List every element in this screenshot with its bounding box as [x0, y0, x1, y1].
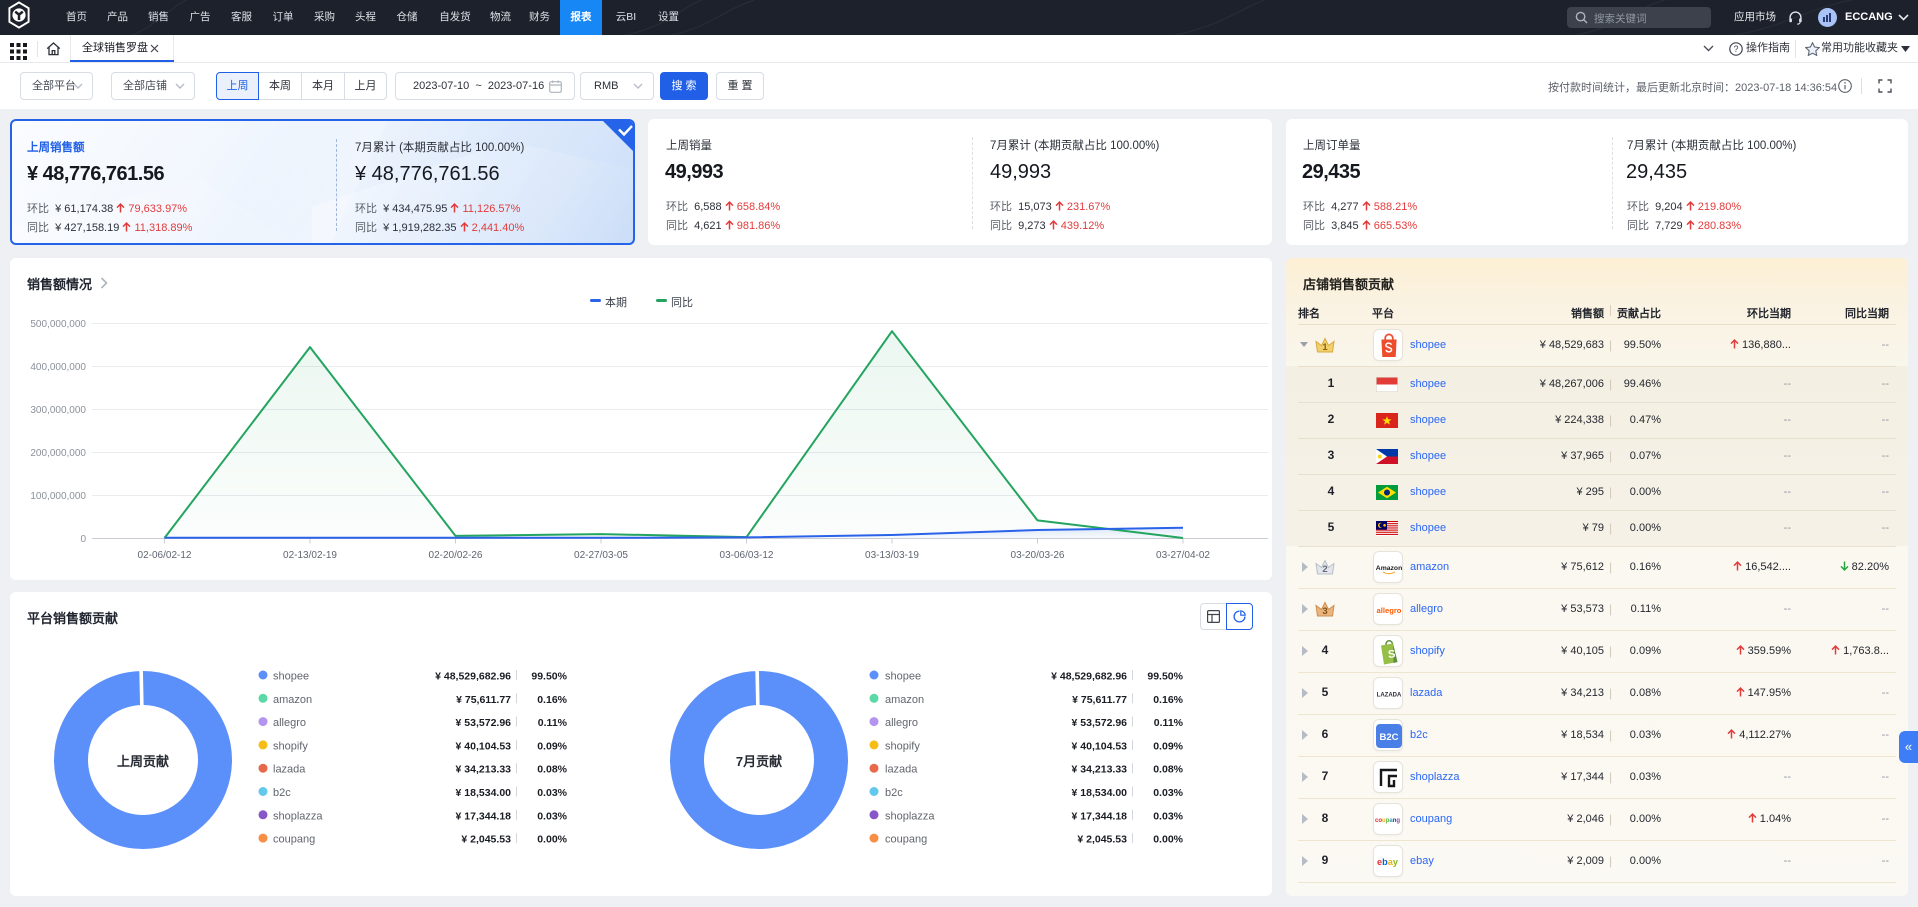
svg-text:shopify: shopify [885, 740, 920, 752]
svg-text:shoplazza: shoplazza [273, 810, 323, 822]
svg-text:b2c: b2c [885, 787, 903, 799]
svg-text:¥ 40,104.53: ¥ 40,104.53 [456, 740, 512, 752]
svg-text:02-27/03-05: 02-27/03-05 [574, 550, 628, 561]
svg-text:3: 3 [1322, 606, 1327, 617]
svg-text:0.08%: 0.08% [1153, 764, 1183, 776]
svg-text:lazada: lazada [273, 764, 306, 776]
svg-text:200,000,000: 200,000,000 [30, 448, 86, 459]
svg-text:0.09%: 0.09% [537, 740, 567, 752]
svg-text:coupang: coupang [885, 834, 927, 846]
svg-text:amazon: amazon [885, 694, 924, 706]
svg-text:coupang: coupang [273, 834, 315, 846]
svg-text:03-06/03-12: 03-06/03-12 [720, 550, 774, 561]
svg-text:0.16%: 0.16% [537, 694, 567, 706]
svg-text:0.08%: 0.08% [537, 764, 567, 776]
svg-text:0.16%: 0.16% [1153, 694, 1183, 706]
svg-text:¥ 17,344.18: ¥ 17,344.18 [456, 810, 512, 822]
svg-text:¥ 18,534.00: ¥ 18,534.00 [1072, 787, 1128, 799]
svg-text:¥ 53,572.96: ¥ 53,572.96 [456, 717, 512, 729]
svg-text:02-20/02-26: 02-20/02-26 [429, 550, 483, 561]
svg-text:¥ 75,611.77: ¥ 75,611.77 [1072, 694, 1127, 706]
svg-text:03-13/03-19: 03-13/03-19 [865, 550, 919, 561]
svg-text:03-20/03-26: 03-20/03-26 [1011, 550, 1065, 561]
svg-text:amazon: amazon [273, 694, 312, 706]
svg-text:上周贡献: 上周贡献 [117, 754, 169, 769]
svg-text:¥ 48,529,682.96: ¥ 48,529,682.96 [435, 671, 511, 683]
svg-text:同比: 同比 [671, 296, 693, 309]
svg-text:¥ 2,045.53: ¥ 2,045.53 [461, 834, 511, 846]
svg-text:0.00%: 0.00% [537, 834, 567, 846]
svg-text:2: 2 [1322, 564, 1327, 575]
svg-text:0.03%: 0.03% [1153, 787, 1183, 799]
svg-text:¥ 40,104.53: ¥ 40,104.53 [1072, 740, 1128, 752]
svg-text:allegro: allegro [1377, 606, 1402, 615]
svg-text:7月贡献: 7月贡献 [736, 754, 782, 769]
svg-text:¥ 53,572.96: ¥ 53,572.96 [1072, 717, 1128, 729]
svg-text:shopee: shopee [885, 671, 921, 683]
svg-text:?: ? [1733, 44, 1738, 54]
svg-text:500,000,000: 500,000,000 [30, 319, 86, 330]
svg-text:¥ 75,611.77: ¥ 75,611.77 [456, 694, 511, 706]
svg-text:03-27/04-02: 03-27/04-02 [1156, 550, 1210, 561]
svg-text:400,000,000: 400,000,000 [30, 362, 86, 373]
svg-text:0.00%: 0.00% [1153, 834, 1183, 846]
svg-text:0: 0 [80, 534, 86, 545]
svg-text:¥ 34,213.33: ¥ 34,213.33 [1072, 764, 1128, 776]
svg-text:coupang: coupang [1375, 818, 1400, 824]
svg-text:02-06/02-12: 02-06/02-12 [138, 550, 192, 561]
svg-text:0.03%: 0.03% [1153, 810, 1183, 822]
svg-text:allegro: allegro [885, 717, 918, 729]
svg-text:¥ 17,344.18: ¥ 17,344.18 [1072, 810, 1128, 822]
svg-text:allegro: allegro [273, 717, 306, 729]
svg-text:100,000,000: 100,000,000 [30, 491, 86, 502]
svg-text:shopify: shopify [273, 740, 308, 752]
svg-text:02-13/02-19: 02-13/02-19 [283, 550, 337, 561]
svg-text:本期: 本期 [605, 295, 627, 309]
svg-text:0.03%: 0.03% [537, 787, 567, 799]
svg-text:¥ 18,534.00: ¥ 18,534.00 [456, 787, 512, 799]
svg-text:lazada: lazada [885, 764, 918, 776]
svg-text:¥ 2,045.53: ¥ 2,045.53 [1077, 834, 1127, 846]
svg-text:b2c: b2c [273, 787, 291, 799]
svg-text:shoplazza: shoplazza [885, 810, 935, 822]
svg-text:S: S [1387, 648, 1396, 661]
svg-text:1: 1 [1322, 342, 1328, 353]
svg-text:B2C: B2C [1379, 732, 1398, 743]
svg-text:¥ 48,529,682.96: ¥ 48,529,682.96 [1051, 671, 1127, 683]
svg-text:shopee: shopee [273, 671, 309, 683]
svg-text:0.11%: 0.11% [538, 717, 568, 729]
svg-text:99.50%: 99.50% [1147, 671, 1183, 683]
svg-text:0.11%: 0.11% [1154, 717, 1184, 729]
svg-text:¥ 34,213.33: ¥ 34,213.33 [456, 764, 512, 776]
svg-text:99.50%: 99.50% [531, 671, 567, 683]
svg-text:LAZADA: LAZADA [1377, 693, 1402, 699]
svg-text:0.09%: 0.09% [1153, 740, 1183, 752]
svg-text:Amazon: Amazon [1376, 565, 1402, 572]
svg-text:0.03%: 0.03% [537, 810, 567, 822]
svg-text:ebay: ebay [1377, 857, 1399, 867]
svg-text:300,000,000: 300,000,000 [30, 405, 86, 416]
